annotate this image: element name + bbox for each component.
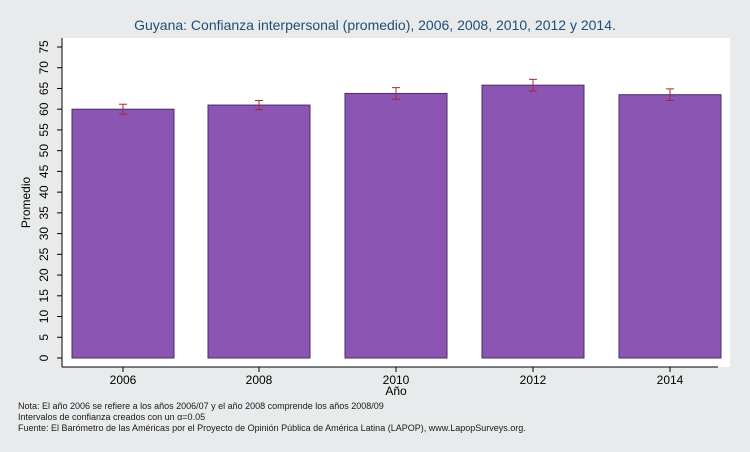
footnotes: Nota: El año 2006 se refiere a los años … (18, 401, 526, 434)
y-tick-label: 45 (37, 164, 51, 178)
y-tick-label: 30 (37, 227, 51, 241)
y-tick-label: 25 (37, 247, 51, 261)
y-tick-label: 65 (37, 81, 51, 95)
y-tick-label: 60 (37, 102, 51, 116)
y-tick-label: 15 (37, 289, 51, 303)
y-tick-label: 70 (37, 61, 51, 75)
chart-title: Guyana: Confianza interpersonal (promedi… (134, 17, 616, 33)
x-tick-label-2012: 2012 (520, 373, 547, 387)
bar-2012 (481, 84, 585, 359)
y-tick-label: 20 (37, 268, 51, 282)
footnote-nota: Nota: El año 2006 se refiere a los años … (18, 401, 384, 411)
x-tick-label-2006: 2006 (110, 373, 137, 387)
bar-2008 (207, 104, 311, 359)
y-tick-label: 40 (37, 185, 51, 199)
x-tick-label-2010: 2010 (383, 373, 410, 387)
footnote-intervalos: Intervalos de confianza creados con un α… (18, 412, 206, 422)
x-axis-label: Año (385, 384, 407, 398)
y-tick-label: 5 (37, 334, 51, 341)
y-tick-label: 35 (37, 206, 51, 220)
x-tick-label-2008: 2008 (246, 373, 273, 387)
bar-2014 (618, 94, 722, 359)
y-tick-label: 55 (37, 123, 51, 137)
y-tick-label: 0 (37, 354, 51, 361)
bar-2010 (344, 92, 448, 359)
footnote-fuente: Fuente: El Barómetro de las Américas por… (18, 423, 526, 433)
y-tick-label: 10 (37, 310, 51, 324)
y-tick-label: 75 (37, 40, 51, 54)
y-axis-label: Promedio (19, 176, 33, 228)
x-tick-label-2014: 2014 (657, 373, 684, 387)
y-tick-label: 50 (37, 144, 51, 158)
bar-2006 (71, 108, 175, 359)
